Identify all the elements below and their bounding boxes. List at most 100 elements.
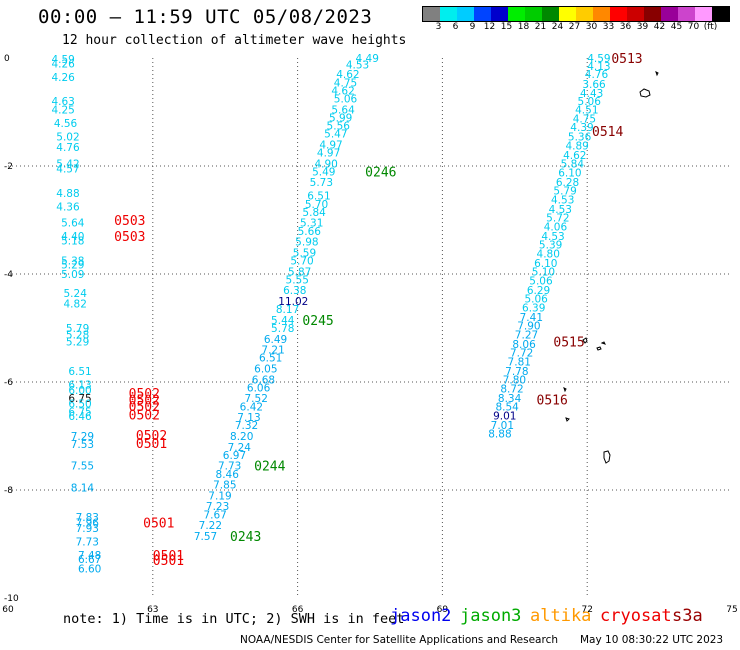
wave-height-value: 4.40 [61,231,84,243]
wave-height-value: 5.99 [329,112,352,124]
pass-time-label: 0501 [153,549,184,564]
wave-height-value: 5.64 [61,218,85,230]
wave-height-value: 4.90 [314,158,337,170]
wave-height-value: 4.75 [573,113,596,125]
pass-time-label: 0502 [136,429,167,444]
color-swatch [576,7,593,21]
wave-height-value: 6.51 [259,353,282,365]
wave-height-value: 6.05 [254,364,277,376]
pass-time-label: 0502 [129,393,160,408]
y-tick-label: -8 [4,486,13,496]
wave-height-value: 5.29 [61,259,84,271]
x-tick-label: 60 [2,605,14,615]
wave-height-value: 5.10 [532,266,555,278]
wave-height-value: 4.97 [317,148,340,160]
color-legend-label: 9 [469,22,476,32]
wave-height-value: 7.96 [76,517,100,529]
wave-height-value: 4.75 [334,77,357,89]
pass-time-label: 0245 [302,314,333,329]
legend-altika: altika [530,606,592,626]
wave-height-value: 7.24 [228,442,252,454]
wave-height-value: 8.14 [71,482,95,494]
map-grid [8,58,732,598]
wave-height-value: 6.38 [283,285,306,297]
wave-height-value: 6.97 [223,450,246,462]
pass-time-label: 0515 [553,336,584,351]
wave-height-value: 6.75 [68,393,91,405]
wave-height-value: 4.88 [56,188,79,200]
island-shape [655,71,659,77]
color-swatch [610,7,627,21]
wave-height-value: 5.47 [324,129,347,141]
wave-height-value: 5.79 [553,185,576,197]
color-swatch [474,7,491,21]
wave-height-value: 4.43 [580,88,603,100]
wave-height-value: 7.73 [218,461,241,473]
pass-time-label: 0244 [254,460,285,475]
wave-height-value: 7.78 [505,366,528,378]
wave-height-value: 6.29 [527,285,550,297]
wave-height-value: 4.53 [541,231,564,243]
wave-height-value: 5.38 [61,256,84,268]
color-swatch [559,7,576,21]
pass-time-labels: 0503050305020502050205020502050105010501… [114,52,642,569]
wave-height-value: 4.39 [570,122,593,134]
wave-height-value: 5.31 [300,218,323,230]
wave-height-value: 8.54 [495,401,519,413]
wave-height-value: 4.59 [51,54,74,66]
wave-height-value: 6.42 [240,401,263,413]
color-swatch [678,7,695,21]
wave-height-value: 5.55 [286,274,309,286]
wave-height-value: 4.80 [537,248,560,260]
x-tick-label: 72 [581,605,592,615]
wave-height-value: 5.70 [305,199,328,211]
wave-height-value: 5.84 [561,158,585,170]
x-tick-label: 63 [147,605,158,615]
wave-height-value: 6.13 [68,380,91,392]
wave-height-value: 4.97 [319,139,342,151]
legend-jason3: jason3 [460,606,522,626]
wave-height-value: 4.63 [51,96,74,108]
wave-height-value: 4.59 [587,53,610,65]
island-shape [563,387,567,393]
wave-height-value: 4.06 [544,221,568,233]
wave-height-value: 5.06 [578,96,602,108]
legend-jason2: jason2 [390,606,452,626]
wave-height-value: 6.06 [247,382,271,394]
pass-time-label: 0502 [129,408,160,423]
wave-height-value: 4.13 [587,61,610,73]
wave-height-value: 9.01 [493,410,516,422]
pass-time-label: 0513 [611,52,642,67]
wave-height-value: 8.88 [488,428,511,440]
wave-height-value: 5.02 [56,131,79,143]
y-tick-label: -10 [4,594,19,604]
color-swatch [695,7,712,21]
map-title: 00:00 – 11:59 UTC 05/08/2023 [38,6,373,28]
wave-height-value: 7.32 [235,420,258,432]
color-legend-label: 12 [483,22,496,32]
color-legend-label: (ft) [703,22,718,32]
color-swatch [508,7,525,21]
wave-height-value: 7.53 [71,439,94,451]
wave-height-value: 4.57 [56,164,79,176]
wave-height-value: 7.81 [508,356,531,368]
color-legend-label: 30 [585,22,598,32]
wave-height-value: 6.68 [252,374,275,386]
color-swatch [423,7,440,21]
color-swatch [644,7,661,21]
island-shape [596,346,602,351]
y-tick-label: -6 [4,378,13,388]
wave-height-value: 7.72 [510,347,533,359]
wave-height-value: 5.79 [66,323,89,335]
wave-height-value: 5.66 [298,226,322,238]
wave-height-value: 4.62 [563,150,586,162]
color-legend-label: 24 [551,22,564,32]
color-swatch [440,7,457,21]
wave-height-value: 7.41 [520,312,543,324]
wave-height-value: 7.93 [76,523,99,535]
wave-height-value: 5.84 [302,207,326,219]
wave-height-value: 7.85 [213,480,236,492]
coastline-features [563,71,659,464]
color-swatch [627,7,644,21]
wave-height-value: 6.39 [522,302,545,314]
